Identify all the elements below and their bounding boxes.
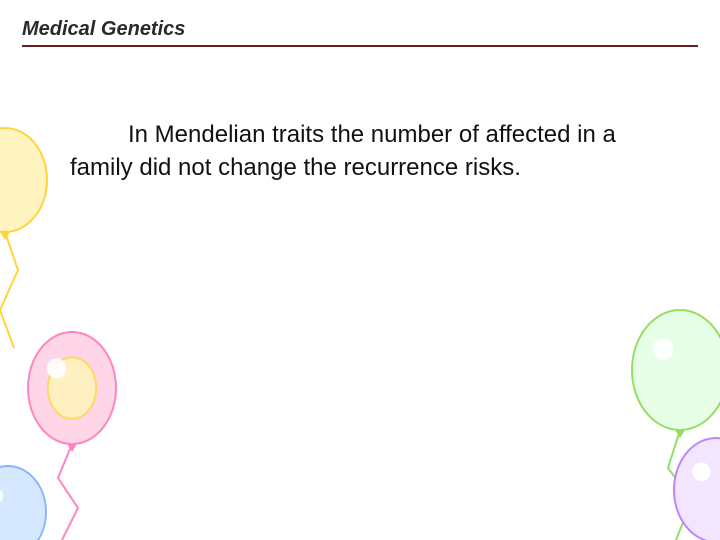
header-title: Medical Genetics (22, 18, 698, 45)
header-rule (22, 45, 698, 47)
balloon-top-left (0, 128, 47, 232)
slide-header: Medical Genetics (22, 18, 698, 47)
paragraph-text: In Mendelian traits the number of affect… (70, 121, 616, 181)
body-paragraph: In Mendelian traits the number of affect… (70, 118, 680, 184)
balloon-mid-left (28, 332, 116, 444)
background-balloons (0, 0, 720, 540)
balloon-right-green (632, 310, 720, 430)
balloon-bottom-left (0, 466, 46, 540)
balloon-right-purple (674, 438, 720, 540)
